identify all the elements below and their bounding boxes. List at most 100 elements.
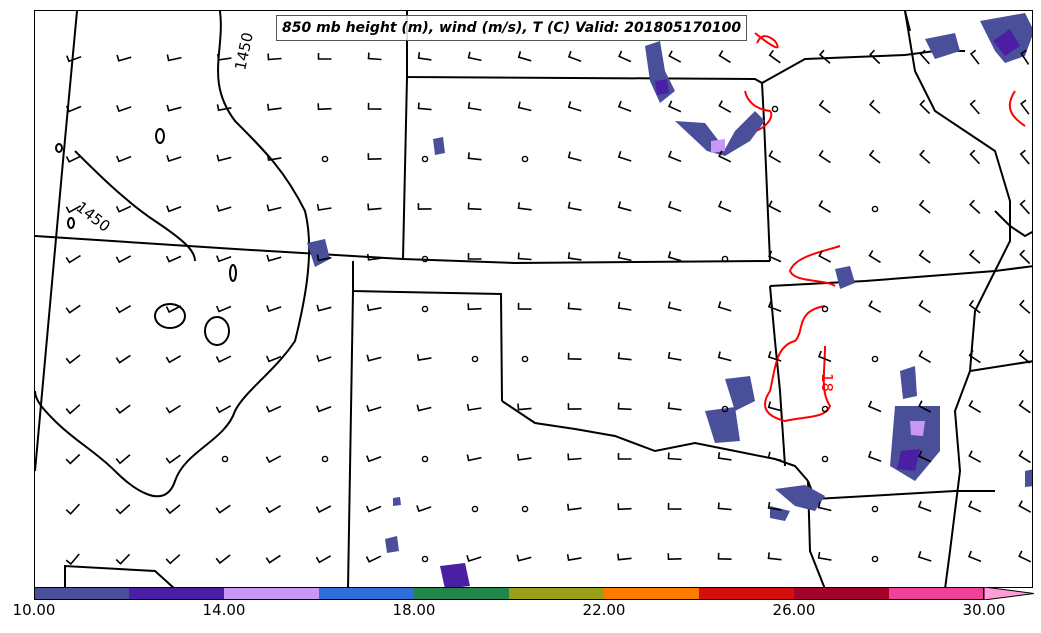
wind-barb — [567, 101, 582, 112]
wind-barb — [367, 52, 382, 61]
wind-barb — [416, 404, 432, 412]
wind-barb — [668, 100, 682, 113]
wind-barb — [115, 553, 131, 565]
wind-barb — [467, 202, 482, 211]
wind-barb — [767, 300, 782, 313]
colorbar-segment — [224, 587, 319, 600]
colorbar-segment — [699, 587, 794, 600]
wind-barb — [365, 555, 382, 563]
border-kansas-west — [402, 76, 408, 260]
border-kansas-top — [406, 11, 763, 84]
echo-cell — [900, 366, 917, 399]
wind-barb — [116, 54, 132, 62]
wind-barb — [467, 253, 482, 260]
colorbar-extend-arrow — [983, 587, 1034, 600]
wind-barb — [718, 100, 732, 113]
calm-wind-circle — [871, 205, 879, 213]
wind-barb — [216, 154, 232, 162]
wind-barb — [115, 504, 131, 515]
wind-barb — [868, 250, 881, 264]
wind-barb — [717, 200, 732, 213]
wind-barb — [667, 452, 682, 461]
calm-wind-circle — [521, 505, 529, 513]
calm-wind-circle — [421, 155, 429, 163]
border-red-river — [501, 400, 809, 482]
wind-barb — [617, 402, 632, 411]
wind-barb — [467, 152, 482, 161]
wind-barb — [969, 149, 981, 165]
wind-barb — [567, 352, 582, 360]
height-contour-loop — [67, 217, 75, 229]
wind-barb — [717, 301, 732, 312]
wind-barb — [968, 299, 981, 314]
wind-barb — [567, 403, 582, 410]
temperature-contour-line — [764, 305, 832, 423]
wind-barb — [818, 49, 831, 64]
wind-barb — [1019, 249, 1031, 265]
border-colorado-west — [35, 11, 78, 472]
wind-barb — [717, 452, 732, 461]
wind-barb — [868, 149, 881, 164]
wind-barb — [818, 99, 831, 114]
wind-barb — [165, 504, 181, 515]
echo-cell — [307, 239, 330, 267]
colorbar-tick-label: 14.00 — [202, 601, 246, 619]
wind-barb — [215, 305, 232, 313]
wind-barb — [918, 249, 931, 264]
echo-cell — [385, 536, 399, 553]
border-tennessee — [994, 265, 1032, 272]
wind-barb — [165, 305, 182, 314]
wind-barb — [768, 250, 782, 263]
wind-barb — [266, 204, 282, 212]
wind-barb — [1018, 399, 1031, 414]
colorbar-tick-label: 30.00 — [962, 601, 1006, 619]
wind-barb — [667, 150, 682, 163]
wind-barb — [868, 300, 882, 313]
echo-cell — [835, 266, 855, 289]
wind-barb — [165, 255, 182, 263]
height-contour-label: 1450 — [231, 31, 257, 72]
temperature-contour-line — [754, 32, 779, 49]
wind-barb — [416, 354, 432, 362]
calm-wind-circle — [771, 105, 779, 113]
wind-barb — [366, 455, 382, 463]
colorbar-segment — [794, 587, 889, 600]
wind-barb — [968, 500, 982, 513]
echo-cell — [705, 407, 740, 443]
border-newmexico-east — [347, 290, 354, 587]
temperature-contour-label: 18 — [818, 373, 836, 392]
wind-barb — [567, 151, 582, 162]
wind-barb — [516, 453, 532, 461]
wind-barb — [1019, 199, 1030, 215]
temperature-contour-line — [1008, 90, 1026, 127]
wind-barb — [918, 450, 932, 463]
echo-cell — [1025, 469, 1032, 487]
wind-barb — [768, 200, 782, 213]
wind-barb — [617, 301, 632, 311]
wind-barb — [617, 453, 632, 460]
calm-wind-circle — [321, 155, 329, 163]
wind-barb — [65, 453, 81, 465]
colorbar-segment — [414, 587, 509, 600]
calm-wind-circle — [221, 455, 229, 463]
wind-barb — [1018, 450, 1031, 464]
wind-barb — [617, 553, 632, 561]
wind-barb — [267, 103, 282, 111]
wind-barb — [919, 49, 930, 65]
wind-barb — [919, 99, 931, 115]
calm-wind-circle — [471, 355, 479, 363]
wind-barb — [567, 50, 582, 62]
wind-barb — [917, 500, 932, 513]
echo-cell — [910, 421, 925, 436]
wind-barb — [969, 199, 981, 214]
border-illinois — [904, 11, 911, 32]
wind-barb — [65, 404, 81, 415]
wind-barb — [265, 455, 282, 464]
wind-barb — [517, 51, 532, 62]
wind-barb — [115, 454, 131, 465]
wind-barb — [215, 355, 232, 363]
wind-barb — [818, 149, 831, 164]
border-texas-panhandle-south — [64, 564, 175, 587]
wind-barb — [667, 402, 682, 411]
wind-barb — [1018, 299, 1031, 314]
